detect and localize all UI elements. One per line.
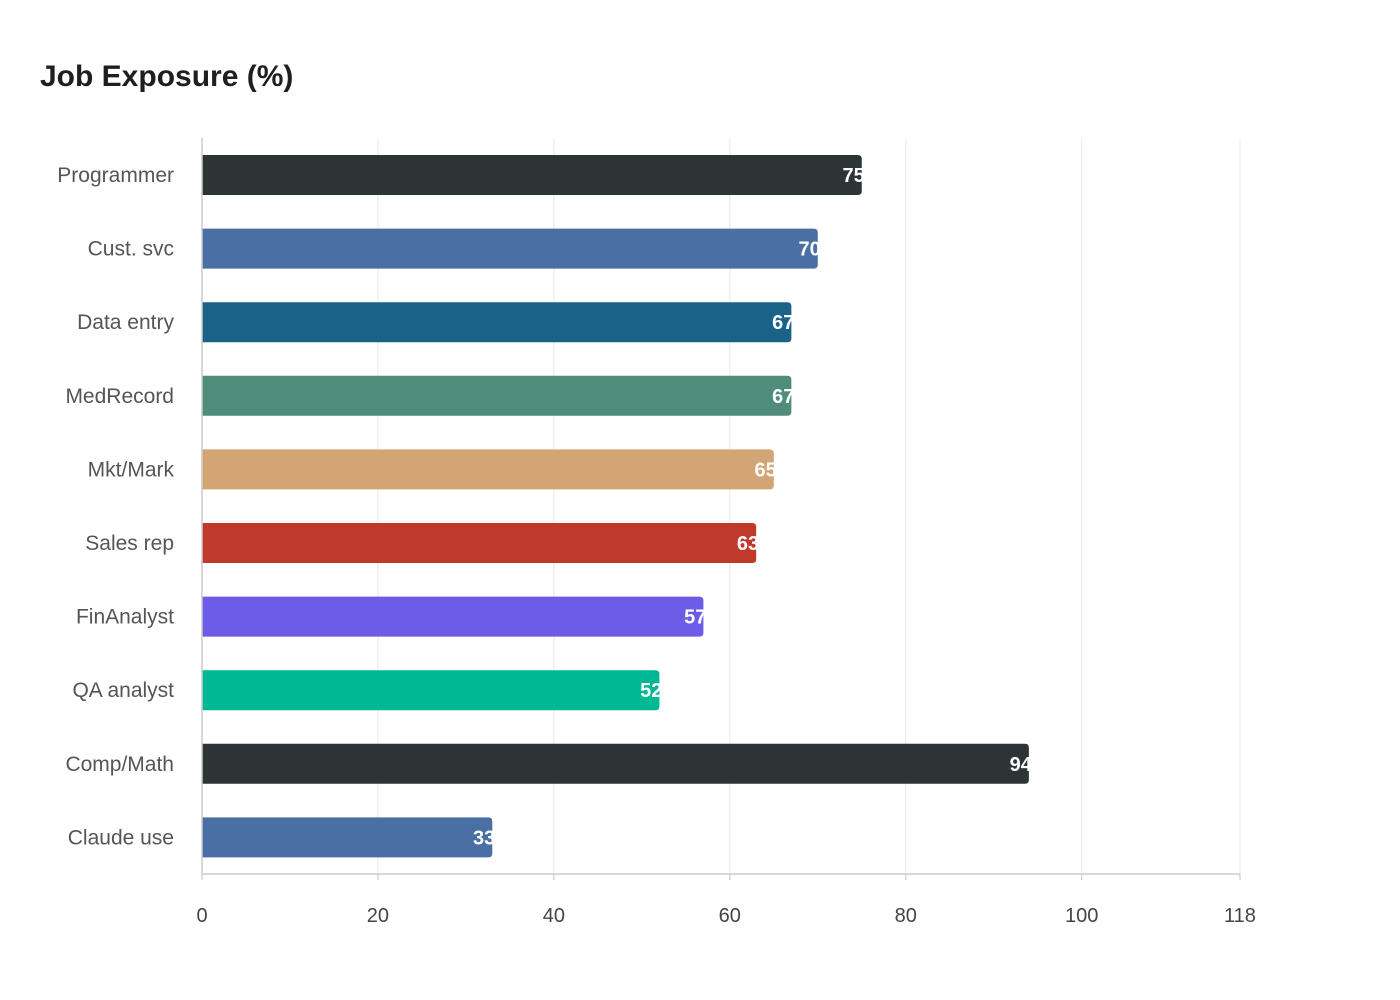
x-tick-label: 118	[1224, 905, 1256, 927]
category-label: Sales rep	[85, 532, 174, 555]
bar-value-label: 75	[842, 165, 864, 187]
x-tick-label: 20	[367, 905, 389, 927]
bar-value-label: 63	[737, 533, 759, 555]
category-label: Data entry	[77, 311, 174, 334]
bar-value-label: 94	[1010, 754, 1033, 776]
bar	[202, 228, 818, 269]
x-tick-label: 40	[543, 905, 565, 927]
bar	[202, 449, 774, 490]
category-label: Cust. svc	[88, 238, 174, 261]
bar-value-label: 33	[473, 827, 495, 849]
x-axis-ticks: 0 20 40 60 80 100 118	[196, 874, 1256, 927]
category-label: Mkt/Mark	[88, 458, 175, 481]
x-tick-label: 60	[719, 905, 741, 927]
x-tick-label: 100	[1065, 905, 1098, 927]
x-tick-label: 80	[895, 905, 917, 927]
category-label: Programmer	[57, 164, 174, 187]
bar	[202, 817, 493, 858]
bar-value-label: 65	[755, 459, 777, 481]
bar	[202, 302, 792, 343]
category-labels: Programmer Cust. svc Data entry MedRecord Mk…	[57, 164, 174, 849]
bar	[202, 523, 757, 563]
bar	[202, 375, 792, 416]
category-label: FinAnalyst	[76, 606, 174, 629]
bars	[202, 155, 1029, 858]
value-labels: 75 70 67 67 65 63 57 52 94 33	[473, 165, 1033, 849]
bar-value-label: 67	[772, 386, 794, 408]
category-label: QA analyst	[72, 679, 174, 702]
bar-value-label: 70	[799, 239, 821, 261]
bar	[202, 670, 660, 711]
x-tick-label: 0	[196, 905, 207, 927]
bar-value-label: 52	[640, 680, 662, 702]
category-label: MedRecord	[65, 385, 174, 408]
category-label: Claude use	[68, 826, 174, 849]
chart-title: Job Exposure (%)	[40, 60, 294, 93]
bar	[202, 155, 862, 195]
category-label: Comp/Math	[65, 753, 174, 776]
bar-value-label: 67	[772, 312, 794, 334]
bar	[202, 743, 1029, 784]
bar	[202, 596, 704, 637]
bar-value-label: 57	[684, 607, 706, 629]
